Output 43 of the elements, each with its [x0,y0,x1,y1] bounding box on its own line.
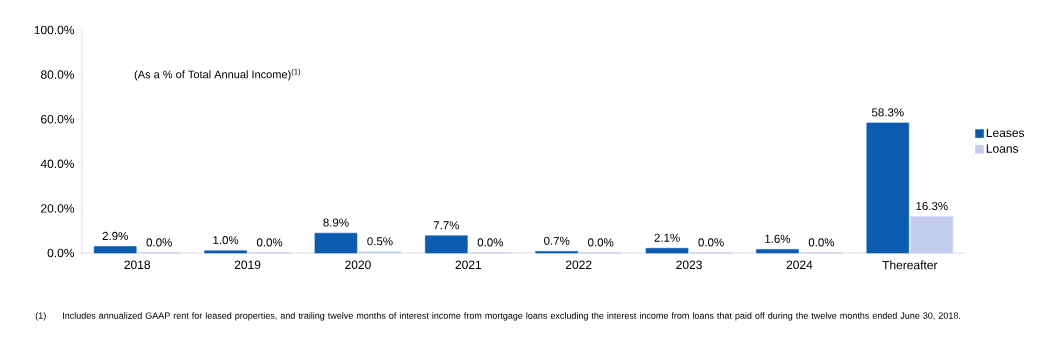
bar [204,250,247,254]
data-label: 2.1% [654,233,680,242]
bar [314,232,358,254]
annotation: (As a % of Total Annual Income)$^{(1)}$ [134,68,301,81]
x-tick-label: 2018 [124,260,151,270]
data-label: 0.5% [367,237,393,246]
bar [866,122,910,254]
data-label: 8.9% [323,218,349,227]
y-tick-label: 0.0% [47,248,75,258]
x-tick-label: 2019 [234,260,261,270]
data-label: 0.0% [808,238,835,247]
data-label: 0.0% [146,238,172,247]
bar [93,246,137,254]
text: Includes annualized GAAP rent for leased properties, and trailing twelve months of interest income from mortgage loans excluding the interest income from loans that paid off during the twelve months ended June 30, 2018. [63,312,961,321]
data-label: 0.0% [698,238,724,247]
x-tick-label: 2023 [676,260,702,270]
x-tick-label: 2021 [455,260,482,270]
x-tick-label: 2024 [786,260,813,270]
bar [910,216,954,254]
legend-label: Loans [986,144,1019,153]
data-label: 0.0% [256,238,283,247]
text: (1) [35,312,46,321]
data-label: 1.0% [213,236,239,245]
data-label: 16.3% [916,201,948,211]
x-tick-label: Thereafter [882,260,938,270]
y-tick-label: 20.0% [41,204,75,213]
data-label: 2.9% [102,231,128,240]
bar [645,248,689,254]
y-tick-label: 100.0% [34,25,75,35]
x-tick-label: 2020 [345,260,371,270]
data-label: 1.6% [765,234,791,243]
bar [425,235,468,254]
data-label: 0.7% [544,236,570,245]
legend-label: Leases [986,128,1025,138]
data-label: 7.7% [433,221,460,230]
data-label: 0.0% [477,238,504,247]
y-tick-label: 40.0% [40,159,75,169]
x-tick-label: 2022 [565,260,592,270]
data-label: 0.0% [588,238,614,247]
bar [756,249,799,254]
y-tick-label: 60.0% [41,114,75,124]
data-label: 58.3% [871,108,904,117]
y-tick-label: 80.0% [40,70,75,79]
